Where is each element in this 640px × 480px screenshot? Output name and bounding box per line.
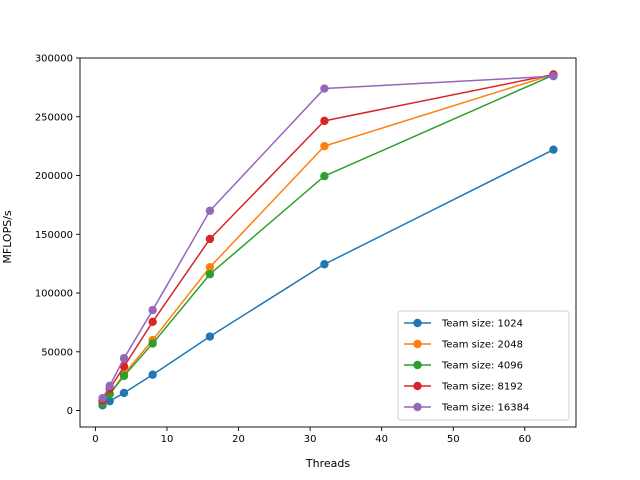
x-tick-label: 30	[304, 434, 317, 445]
legend-box	[397, 310, 570, 421]
data-point-3-2	[119, 362, 129, 371]
data-point-1-5	[320, 141, 329, 151]
legend-label-4: Team size: 16384	[441, 403, 529, 414]
data-point-3-4	[205, 234, 215, 244]
data-point-4-3	[148, 305, 157, 315]
y-axis-label: MFLOPS/s	[1, 210, 14, 264]
y-tick-label: 0	[67, 406, 73, 417]
x-tick-label: 40	[375, 434, 388, 445]
legend-marker-3	[413, 381, 422, 391]
data-point-0-4	[205, 332, 215, 341]
data-point-0-1	[105, 396, 114, 406]
y-tick-label: 300000	[35, 54, 73, 65]
x-tick-label: 20	[232, 434, 245, 445]
data-point-0-3	[148, 370, 157, 379]
x-tick-label: 50	[447, 434, 460, 445]
data-point-4-5	[320, 84, 329, 93]
legend-label-3: Team size: 8192	[441, 382, 523, 393]
y-tick-label: 50000	[41, 347, 73, 358]
x-tick-label: 0	[92, 434, 98, 445]
data-point-4-4	[205, 206, 215, 215]
data-point-3-3	[148, 317, 157, 327]
x-axis-label: Threads	[305, 457, 350, 470]
y-tick-label: 200000	[35, 171, 73, 182]
data-point-0-5	[320, 260, 329, 269]
x-tick-label: 60	[518, 434, 531, 445]
legend: Team size: 1024 Team size: 2048 Team size:…	[397, 310, 570, 421]
data-point-2-4	[205, 270, 215, 279]
legend-marker-0	[413, 318, 422, 328]
legend-label-2: Team size: 4096	[441, 361, 523, 372]
data-point-1-4	[205, 262, 215, 272]
plot-frame	[79, 57, 577, 428]
data-point-4-2	[119, 354, 129, 363]
y-tick-label: 250000	[35, 112, 73, 123]
data-point-2-3	[148, 339, 157, 348]
legend-label-1: Team size: 2048	[441, 340, 523, 351]
y-tick-label: 100000	[35, 289, 73, 300]
y-tick-label: 150000	[35, 230, 73, 241]
axes: 0 10 20 30 40 50 60 0 50000 100000 150000 200000 250…	[35, 54, 577, 445]
x-tick-label: 10	[161, 434, 174, 445]
data-point-0-6	[549, 145, 558, 154]
data-point-3-5	[320, 116, 329, 126]
data-point-2-2	[119, 371, 129, 381]
data-point-4-1	[105, 381, 114, 391]
plot-area	[98, 70, 558, 410]
data-point-0-2	[119, 388, 129, 398]
legend-label-0: Team size: 1024	[441, 319, 523, 330]
legend-marker-2	[413, 360, 422, 370]
legend-marker-4	[413, 402, 422, 412]
data-point-4-0	[98, 394, 107, 403]
legend-marker-1	[413, 339, 422, 349]
data-point-2-5	[320, 171, 329, 181]
data-point-4-6	[549, 72, 558, 81]
